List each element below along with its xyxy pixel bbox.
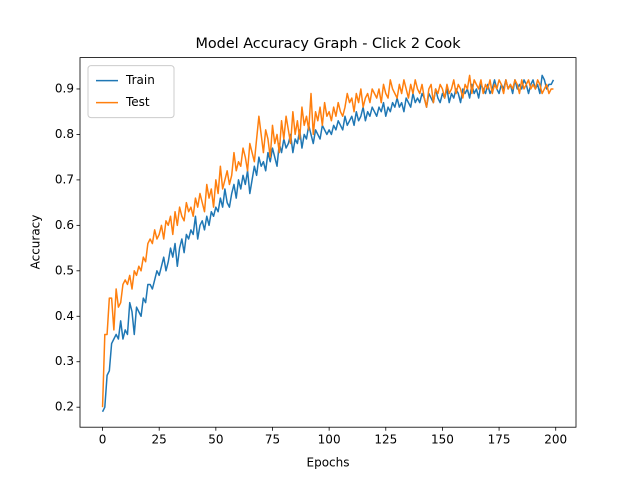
y-tick-label: 0.5: [55, 263, 74, 277]
x-tick-label: 75: [265, 433, 280, 447]
legend-label: Train: [125, 73, 155, 87]
legend: Train Test: [87, 65, 175, 119]
x-tick-label: 125: [374, 433, 397, 447]
y-tick-label: 0.8: [55, 127, 74, 141]
series-line: [101, 74, 554, 408]
y-tick-label: 0.9: [55, 81, 74, 95]
x-tick-label: 50: [208, 433, 223, 447]
y-tick-label: 0.4: [55, 309, 74, 323]
y-tick-label: 0.3: [55, 354, 74, 368]
x-tick-label: 175: [488, 433, 511, 447]
y-tick-label: 0.2: [55, 400, 74, 414]
x-tick-label: 25: [152, 433, 167, 447]
series-line: [101, 74, 555, 413]
x-tick-label: 200: [544, 433, 567, 447]
y-axis-label: Accuracy: [29, 215, 43, 270]
x-axis-label: Epochs: [307, 456, 350, 470]
y-tick-label: 0.7: [55, 172, 74, 186]
legend-label: Test: [125, 95, 150, 109]
x-tick-label: 150: [431, 433, 454, 447]
x-tick-label: 100: [318, 433, 341, 447]
chart-title: Model Accuracy Graph - Click 2 Cook: [195, 36, 461, 52]
legend-box: [87, 65, 175, 119]
y-tick-label: 0.6: [55, 218, 74, 232]
plot-frame: [79, 57, 577, 428]
x-tick-label: 0: [99, 433, 107, 447]
